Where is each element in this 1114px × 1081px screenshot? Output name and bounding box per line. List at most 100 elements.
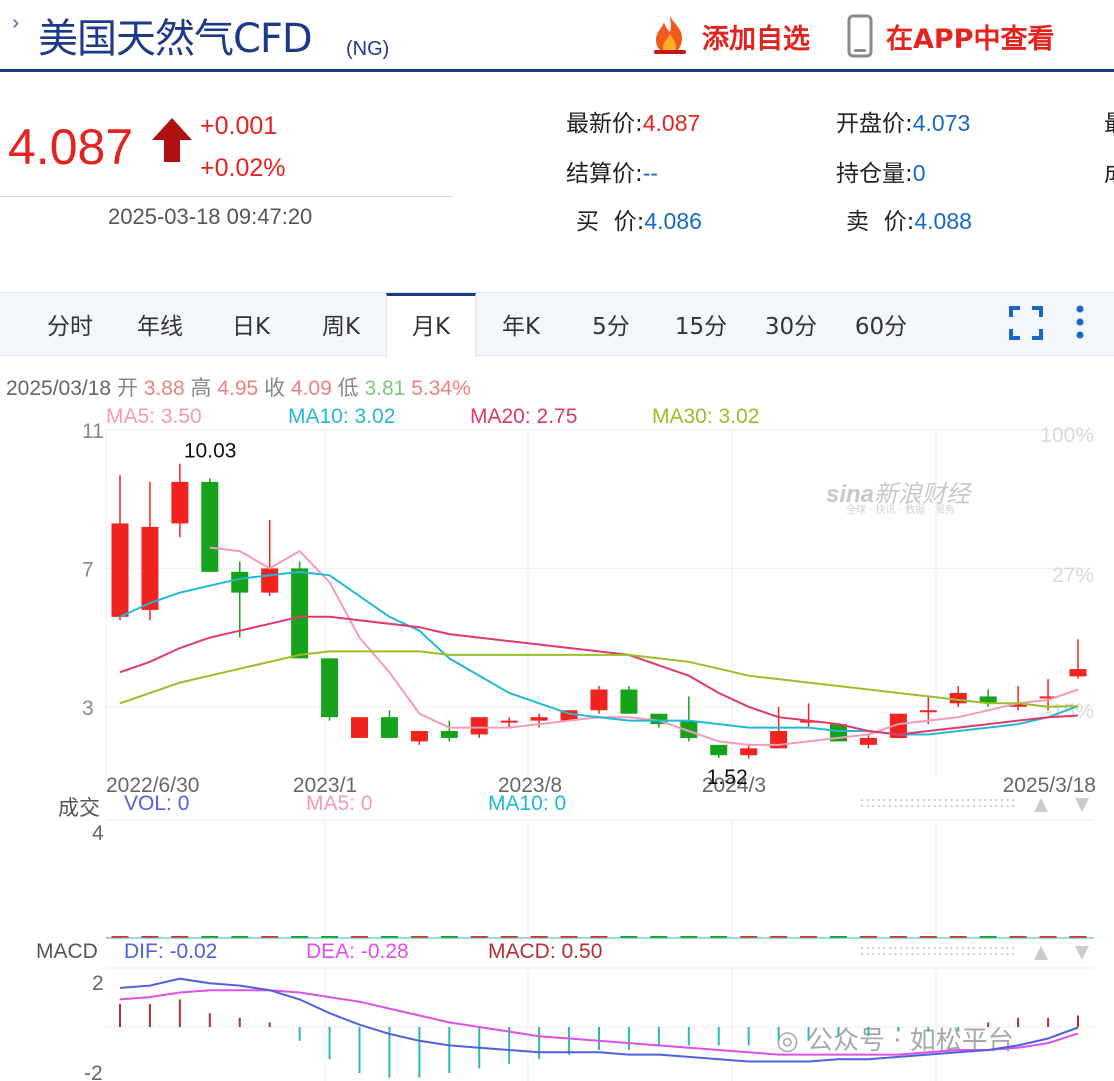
volume-bar <box>770 936 788 938</box>
quote-field-truncated-2: 成 <box>1104 154 1114 188</box>
scroll-dots <box>984 946 987 950</box>
quote-field-settle: 结算价:-- <box>566 160 659 187</box>
volume-ma5: MA5: 0 <box>306 792 373 815</box>
candle-body <box>1039 696 1057 699</box>
scroll-dots <box>939 798 942 802</box>
tab-weekly-k[interactable]: 周K <box>321 314 361 340</box>
candle-body <box>889 713 907 738</box>
wechat-icon: ◎ <box>776 1026 799 1056</box>
volume-bar <box>440 936 458 938</box>
scroll-dots <box>877 804 880 808</box>
scroll-dots <box>972 798 976 802</box>
tab-intraday[interactable]: 分时 <box>47 314 93 340</box>
price-annotation: 10.03 <box>184 440 237 463</box>
scroll-dots <box>1000 946 1004 950</box>
volume-bar <box>1009 936 1027 938</box>
scroll-dots <box>1006 804 1009 808</box>
ma5-line <box>209 546 1079 746</box>
scroll-dots <box>984 952 987 956</box>
scroll-dots <box>1000 798 1004 802</box>
scroll-dots <box>972 946 976 950</box>
scroll-dots <box>866 804 869 808</box>
volume-bar <box>650 936 668 938</box>
scroll-dots <box>1000 952 1004 956</box>
macd-dea: DEA: -0.28 <box>306 940 409 963</box>
x-tick-label: 2025/3/18 <box>1003 774 1096 797</box>
ma30-legend: MA30: 3.02 <box>652 405 760 428</box>
scroll-dots <box>894 798 897 802</box>
volume-bar <box>410 936 428 938</box>
candle-body <box>590 689 608 711</box>
candle-body <box>620 689 638 714</box>
scroll-dots <box>933 952 936 956</box>
y-tick-label: -2 <box>84 1062 103 1081</box>
tab-year-line[interactable]: 年线 <box>137 314 183 340</box>
scroll-dots <box>911 946 914 950</box>
scroll-dots <box>916 804 920 808</box>
tab-yearly-k[interactable]: 年K <box>501 314 541 340</box>
scroll-dots <box>1006 798 1009 802</box>
volume-bar <box>889 936 907 938</box>
scroll-dots <box>894 804 897 808</box>
quote-field-open: 开盘价:4.073 <box>836 110 971 137</box>
scroll-dots <box>967 804 970 808</box>
macd-value: MACD: 0.50 <box>488 940 603 963</box>
candle-body <box>650 713 668 725</box>
sina-watermark: sina新浪财经 <box>826 480 971 508</box>
scroll-dots <box>872 798 875 802</box>
scroll-dots <box>905 798 908 802</box>
candle-body <box>470 717 488 735</box>
scroll-dots <box>922 946 925 950</box>
scroll-dots <box>1012 952 1015 956</box>
quote-divider <box>0 196 453 197</box>
price-change: +0.001 <box>200 112 278 140</box>
quote-field-truncated: 最 <box>1104 104 1114 138</box>
scroll-dots <box>961 952 964 956</box>
candle-body <box>530 717 548 721</box>
scroll-dots <box>956 798 959 802</box>
scroll-dots <box>989 952 992 956</box>
ma10-line <box>119 570 1079 736</box>
up-arrow-icon <box>152 118 192 162</box>
view-in-app-label: 在APP中查看 <box>886 23 1055 55</box>
scroll-dots <box>950 804 953 808</box>
tab-daily-k[interactable]: 日K <box>231 314 271 340</box>
scroll-dots <box>972 952 976 956</box>
candle-body <box>141 526 159 610</box>
candle-body <box>949 692 967 704</box>
scroll-dots <box>995 952 998 956</box>
ma20-line <box>119 615 1079 736</box>
tab-monthly-k[interactable]: 月K <box>386 293 476 357</box>
scroll-dots <box>900 804 903 808</box>
candle-body <box>261 568 279 593</box>
tab-60min[interactable]: 60分 <box>854 314 908 340</box>
scroll-dots <box>1006 952 1009 956</box>
volume-bar <box>231 936 249 938</box>
scroll-dots <box>860 798 864 802</box>
scroll-dots <box>877 946 880 950</box>
candle-body <box>410 731 428 742</box>
scroll-dots <box>911 804 914 808</box>
volume-bar <box>351 936 368 938</box>
view-in-app-button[interactable]: 在APP中查看 <box>846 14 1054 58</box>
add-watchlist-button[interactable]: 添加自选 <box>648 14 810 58</box>
tab-15min[interactable]: 15分 <box>674 314 728 340</box>
tab-30min[interactable]: 30分 <box>764 314 818 340</box>
scroll-dots <box>894 946 897 950</box>
scroll-dots <box>944 952 948 956</box>
candle-body <box>351 717 368 738</box>
scroll-dots <box>995 804 998 808</box>
scroll-dots <box>956 952 959 956</box>
ma20-legend: MA20: 2.75 <box>470 405 578 428</box>
scroll-dots <box>916 946 920 950</box>
volume-bar <box>321 936 339 938</box>
fullscreen-icon[interactable] <box>1008 305 1044 341</box>
volume-bar <box>800 936 818 938</box>
scroll-dots <box>888 798 892 802</box>
more-vertical-icon[interactable] <box>1072 303 1088 343</box>
scroll-dots <box>956 946 959 950</box>
scroll-dots <box>911 798 914 802</box>
tab-5min[interactable]: 5分 <box>592 314 630 340</box>
scroll-dots <box>928 798 931 802</box>
